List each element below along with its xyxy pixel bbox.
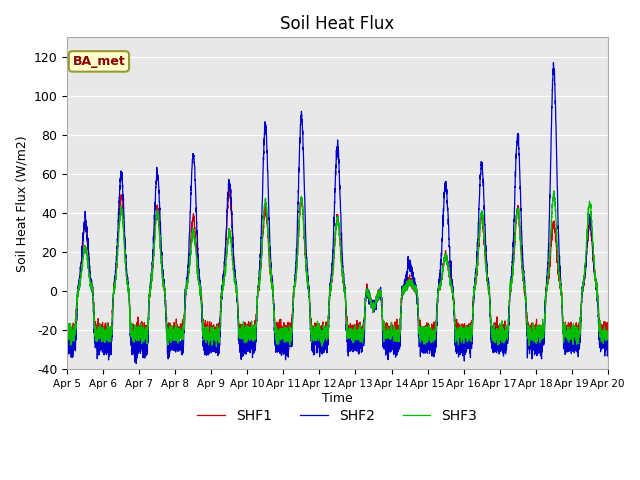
SHF2 (63, 344, 71, 350)
SHF1 (63, 330, 71, 336)
SHF3 (604, 336, 612, 342)
SHF2 (604, 345, 612, 351)
SHF2 (161, 284, 168, 290)
Text: BA_met: BA_met (72, 55, 125, 68)
SHF3 (212, 344, 220, 350)
SHF2 (317, 345, 325, 351)
SHF1 (225, 185, 233, 191)
Title: Soil Heat Flux: Soil Heat Flux (280, 15, 395, 33)
SHF1 (459, 321, 467, 327)
SHF1 (250, 339, 257, 345)
Line: SHF2: SHF2 (67, 63, 608, 363)
SHF3 (317, 331, 325, 337)
SHF2 (604, 338, 611, 344)
Line: SHF1: SHF1 (67, 188, 608, 342)
SHF2 (550, 60, 557, 66)
SHF3 (550, 188, 557, 194)
SHF3 (490, 325, 497, 331)
SHF3 (459, 328, 467, 334)
SHF1 (490, 327, 497, 333)
SHF3 (63, 330, 71, 336)
SHF3 (161, 285, 168, 291)
SHF2 (429, 342, 436, 348)
Line: SHF3: SHF3 (67, 191, 608, 347)
Legend: SHF1, SHF2, SHF3: SHF1, SHF2, SHF3 (192, 404, 483, 429)
SHF2 (490, 340, 497, 346)
SHF1 (604, 326, 612, 332)
SHF1 (317, 323, 325, 328)
SHF1 (604, 320, 611, 325)
SHF1 (429, 333, 436, 339)
X-axis label: Time: Time (322, 392, 353, 405)
SHF2 (459, 340, 467, 346)
SHF2 (132, 360, 140, 366)
SHF1 (161, 287, 168, 293)
SHF3 (429, 333, 436, 339)
SHF3 (604, 329, 611, 335)
Y-axis label: Soil Heat Flux (W/m2): Soil Heat Flux (W/m2) (15, 135, 28, 272)
